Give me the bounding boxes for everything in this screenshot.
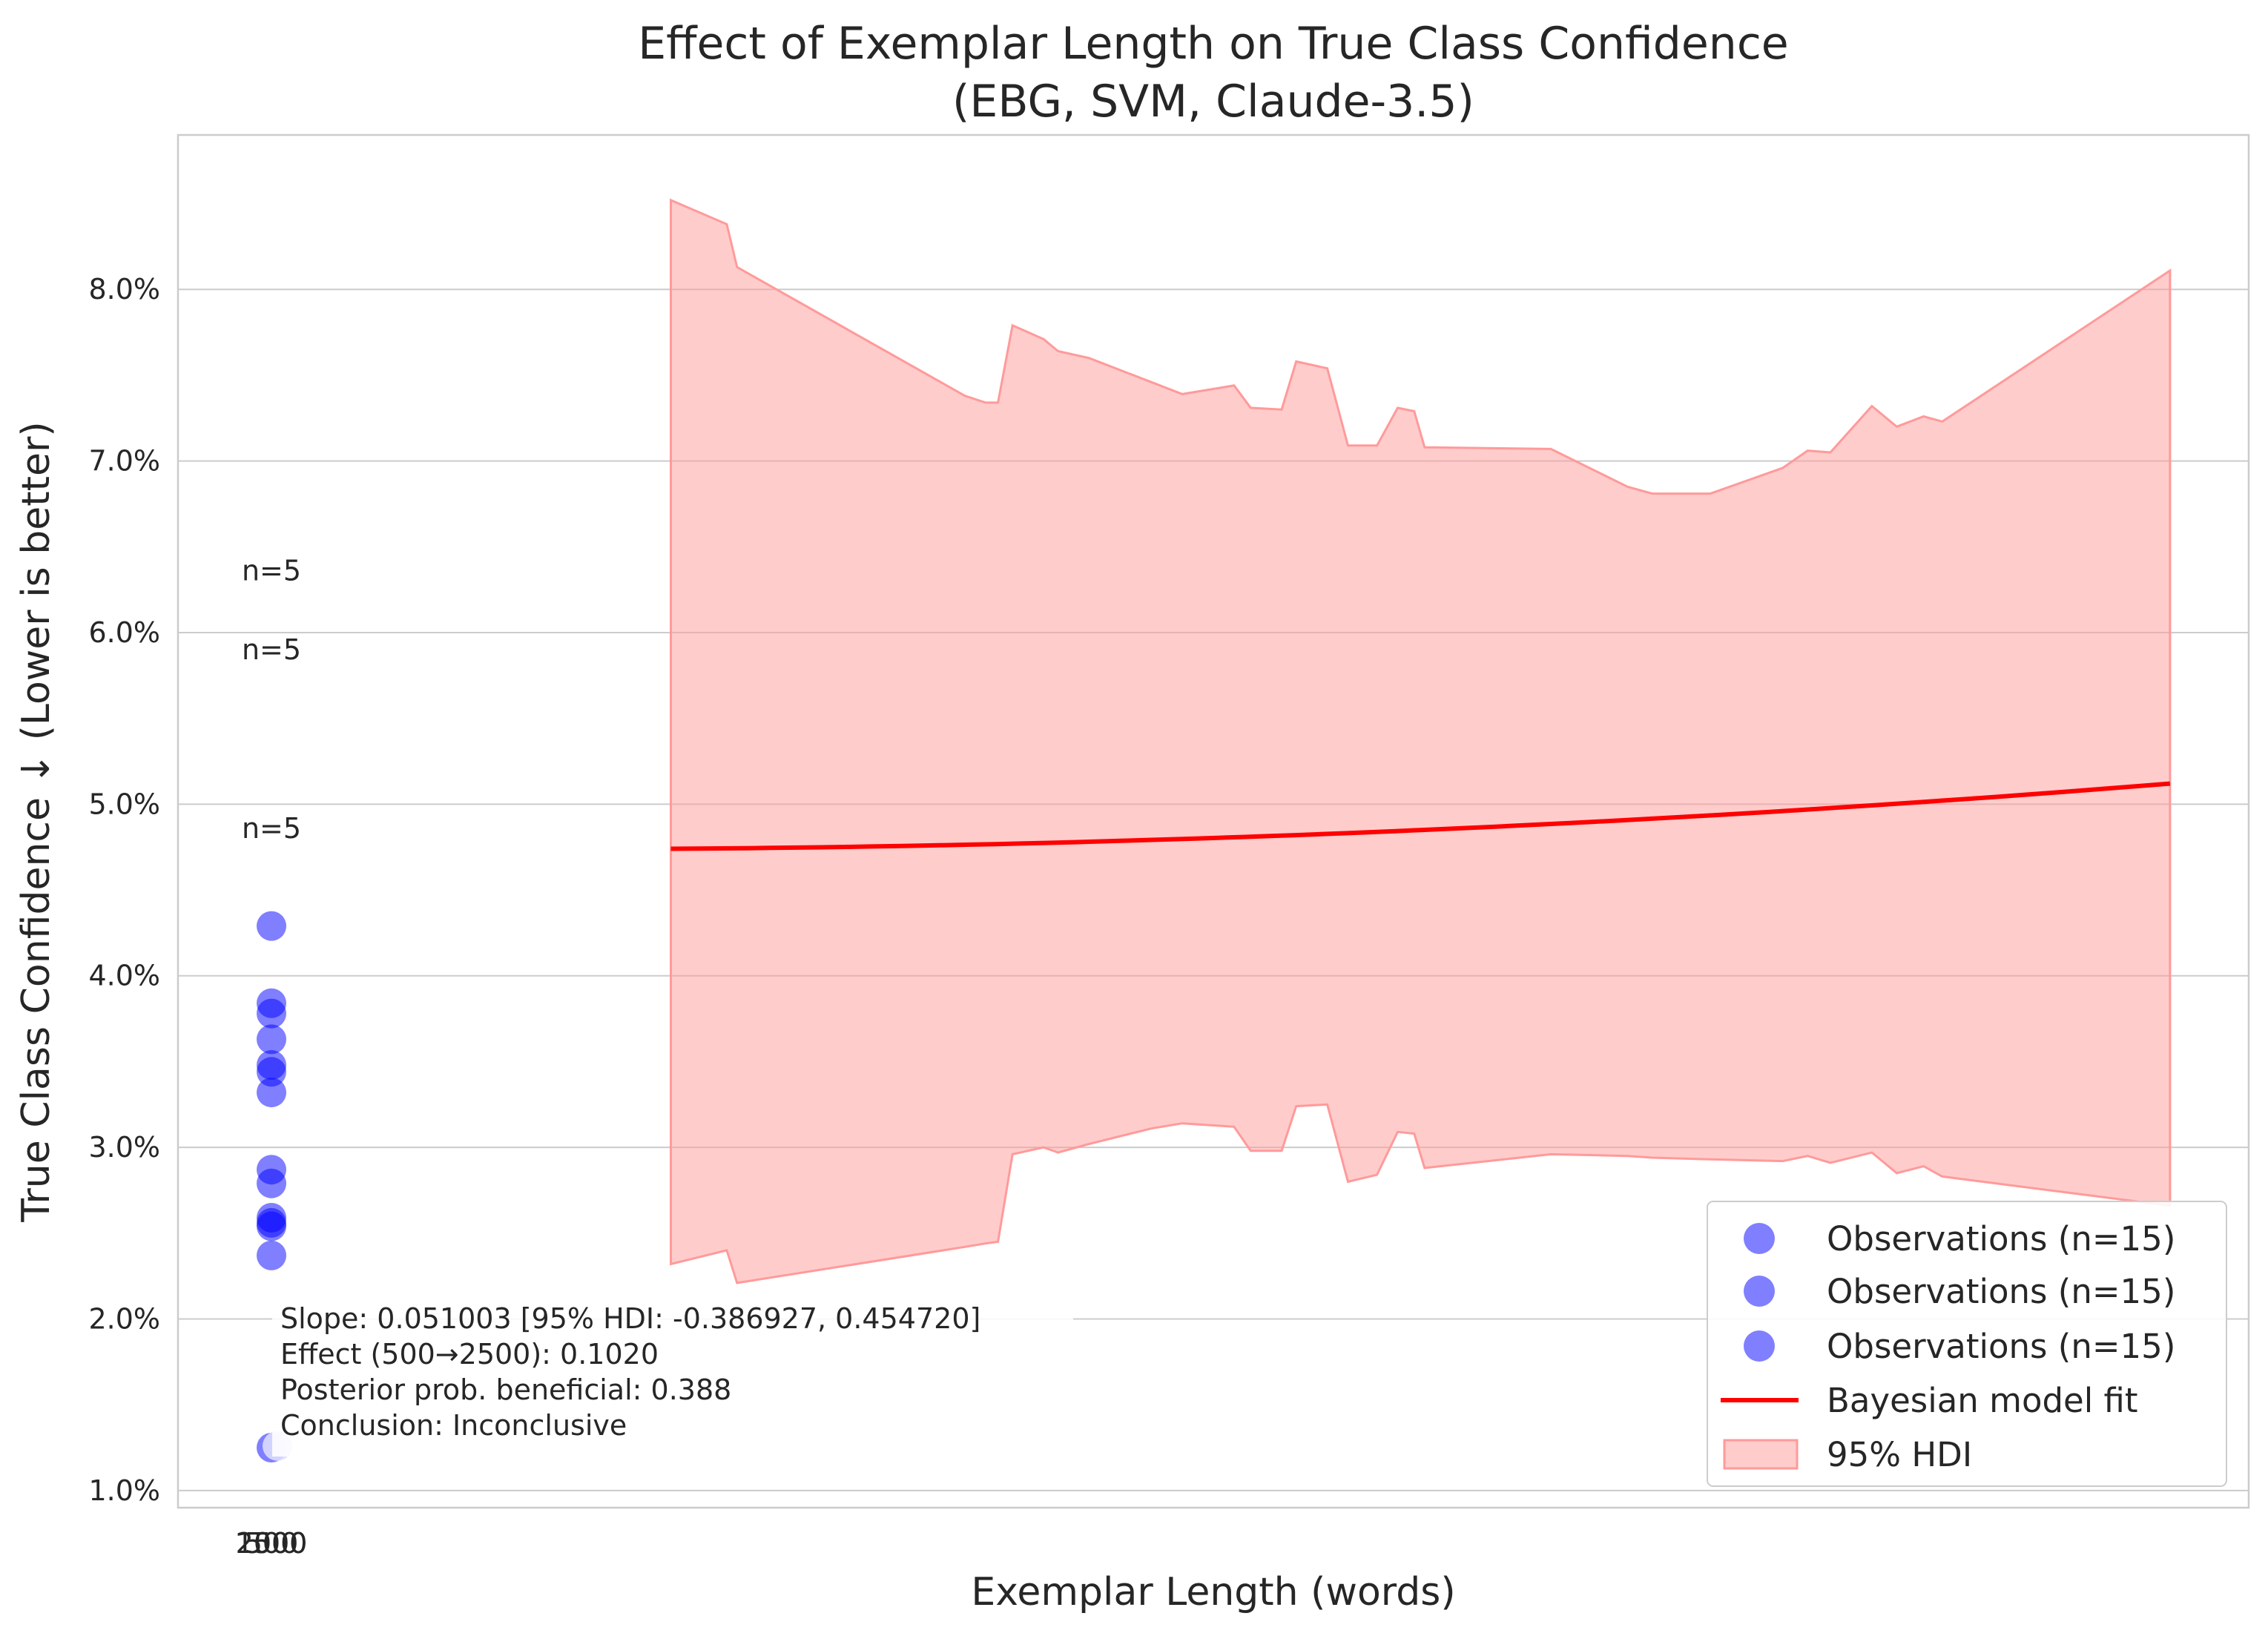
chart-subtitle: (EBG, SVM, Claude-3.5) [952, 76, 1474, 128]
stats-line: Slope: 0.051003 [95% HDI: -0.386927, 0.4… [280, 1302, 980, 1335]
y-axis-label: True Class Confidence ↓ (Lower is better… [14, 421, 59, 1222]
y-tick-label: 5.0% [88, 788, 160, 820]
stats-line: Conclusion: Inconclusive [280, 1409, 627, 1442]
legend-marker-observations [1744, 1223, 1775, 1254]
x-tick-label: 2500 [236, 1527, 308, 1560]
stats-line: Posterior prob. beneficial: 0.388 [280, 1373, 731, 1406]
count-label: n=5 [242, 812, 301, 845]
stats-annotation: Slope: 0.051003 [95% HDI: -0.386927, 0.4… [272, 1298, 1073, 1457]
stats-box [272, 1298, 1073, 1457]
fit-line [670, 781, 2171, 851]
x-axis-label: Exemplar Length (words) [971, 1570, 1455, 1614]
observation-point [257, 1078, 286, 1108]
legend-label: Observations (n=15) [1827, 1327, 2175, 1366]
legend-label: Observations (n=15) [1827, 1272, 2175, 1311]
chart-title: Effect of Exemplar Length on True Class … [638, 18, 1788, 70]
observation-point [257, 1024, 286, 1055]
legend-marker-observations [1744, 1330, 1775, 1362]
fit-layer [670, 781, 2171, 851]
plot-frame [177, 133, 2250, 1509]
x-tick-label: 1000 [236, 1527, 308, 1560]
y-tick-label: 6.0% [88, 616, 160, 649]
y-tick-label: 4.0% [88, 960, 160, 992]
y-tick-label: 2.0% [88, 1302, 160, 1335]
y-tick-label: 8.0% [88, 273, 160, 306]
legend-label: Bayesian model fit [1827, 1381, 2138, 1420]
observation-point [257, 911, 286, 941]
count-label: n=5 [242, 633, 301, 666]
x-tick-label: 500 [245, 1527, 299, 1560]
observation-point [257, 1057, 286, 1087]
observation-point [257, 1168, 286, 1198]
legend-box [1707, 1201, 2227, 1487]
legend: Observations (n=15) Observations (n=15) Ob… [1707, 1201, 2227, 1487]
observation-point [257, 1211, 286, 1241]
legend-label: 95% HDI [1827, 1435, 1972, 1474]
observation-point [257, 998, 286, 1029]
legend-label: Observations (n=15) [1827, 1219, 2175, 1259]
count-labels: n=5 n=5 n=5 [242, 555, 301, 845]
plot-area: 1.0% 2.0% 3.0% 4.0% 5.0% 6.0% 7.0% 8.0% 50010002… [88, 133, 2250, 1560]
legend-marker-hdi [1723, 1439, 1799, 1470]
stats-line: Effect (500→2500): 0.1020 [280, 1338, 659, 1371]
y-tick-label: 3.0% [88, 1131, 160, 1164]
observation-point [257, 1240, 286, 1270]
count-label: n=5 [242, 555, 301, 587]
legend-marker-observations [1744, 1276, 1775, 1307]
y-tick-label: 7.0% [88, 445, 160, 478]
y-tick-label: 1.0% [88, 1474, 160, 1507]
